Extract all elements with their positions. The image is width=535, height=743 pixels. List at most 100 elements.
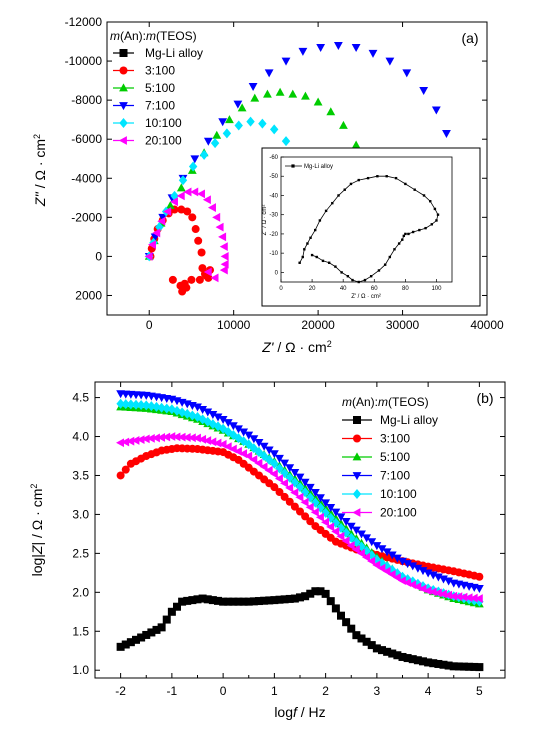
data-point xyxy=(469,593,478,603)
data-point xyxy=(424,658,433,667)
data-point xyxy=(378,646,386,655)
data-point xyxy=(223,419,233,428)
data-point xyxy=(383,647,392,656)
data-point xyxy=(351,545,360,554)
data-point xyxy=(296,507,304,516)
legend-entry: 20:100 xyxy=(145,134,182,148)
data-point xyxy=(306,589,315,598)
data-point xyxy=(192,433,201,443)
legend-entry: 3:100 xyxy=(145,64,175,78)
data-point xyxy=(222,128,232,139)
y-tick-label: -6000 xyxy=(71,132,102,146)
data-point xyxy=(250,93,260,102)
series-line xyxy=(120,590,480,668)
legend-marker xyxy=(352,452,362,461)
y-axis-label: log|Z| / Ω · cm2 xyxy=(29,484,45,577)
inset-data-point xyxy=(377,269,381,272)
data-point xyxy=(121,465,130,474)
data-point xyxy=(339,120,348,129)
data-point xyxy=(388,649,397,658)
inset-data-point xyxy=(346,275,350,278)
data-point xyxy=(288,89,298,98)
data-point xyxy=(177,407,187,418)
data-point xyxy=(362,534,372,543)
data-point xyxy=(438,589,447,599)
data-point xyxy=(275,488,284,497)
data-point xyxy=(300,497,309,507)
inset-data-point xyxy=(376,175,379,178)
x-axis-label: logf / Hz xyxy=(274,704,325,720)
data-point xyxy=(392,573,401,582)
data-point xyxy=(155,222,164,233)
x-tick-label: 0 xyxy=(220,684,227,698)
data-point xyxy=(474,594,483,603)
inset-data-point xyxy=(324,209,328,213)
x-tick-label: 20000 xyxy=(301,318,335,332)
inset-data-point xyxy=(402,234,406,238)
data-point xyxy=(218,423,228,434)
data-point xyxy=(316,587,325,596)
inset-data-point xyxy=(366,176,370,180)
data-point xyxy=(176,191,185,201)
data-point xyxy=(459,592,468,602)
y-tick-label: 2000 xyxy=(75,288,102,302)
inset-data-point xyxy=(369,275,373,278)
legend-a: m(An):m(TEOS) Mg-Li alloy 3:100 5:100 7:100 1… xyxy=(110,29,203,148)
data-point xyxy=(321,589,330,598)
legend-marker xyxy=(353,434,361,443)
data-point xyxy=(196,189,205,199)
x-tick-label: 4 xyxy=(425,684,432,698)
data-point xyxy=(341,536,350,546)
data-point xyxy=(218,232,227,242)
data-point xyxy=(172,432,181,442)
data-point xyxy=(387,551,397,560)
data-point xyxy=(449,591,458,601)
legend-marker xyxy=(352,489,362,499)
data-point xyxy=(346,541,355,550)
data-point xyxy=(331,527,340,536)
data-point xyxy=(356,548,365,558)
data-point xyxy=(219,265,228,275)
data-point xyxy=(295,473,305,482)
legend-entry: Mg-Li alloy xyxy=(380,413,438,427)
legend-b: m(An):m(TEOS) Mg-Li alloy 3:100 5:100 7:100 1… xyxy=(342,395,438,520)
data-point xyxy=(439,660,448,669)
data-point xyxy=(147,628,156,637)
series-3 xyxy=(116,390,484,594)
inset-data-point xyxy=(404,232,407,236)
data-point xyxy=(203,436,212,445)
data-point xyxy=(346,522,356,531)
y-tick-label: 3.5 xyxy=(72,468,89,482)
data-point xyxy=(168,275,177,284)
data-point xyxy=(352,631,361,640)
series-1 xyxy=(146,205,215,296)
inset-data-point xyxy=(394,176,398,180)
data-point xyxy=(341,518,351,527)
data-point xyxy=(264,446,274,455)
data-point xyxy=(204,273,213,282)
data-point xyxy=(193,403,202,412)
data-point xyxy=(285,483,294,493)
data-point xyxy=(144,252,153,261)
data-point xyxy=(331,604,340,613)
inset-data-point xyxy=(321,259,325,263)
data-point xyxy=(408,655,417,664)
y-tick-label: -2000 xyxy=(71,210,102,224)
y-tick-label: -10000 xyxy=(65,54,103,68)
data-point xyxy=(157,402,166,413)
inset-data-point xyxy=(430,223,433,226)
data-point xyxy=(163,207,172,216)
data-point xyxy=(136,435,145,445)
data-point xyxy=(321,517,330,527)
data-point xyxy=(208,596,217,605)
data-point xyxy=(275,595,284,604)
inset-data-point xyxy=(357,280,360,284)
x-tick-label: 1 xyxy=(271,684,278,698)
data-point xyxy=(454,662,463,671)
inset-data-point xyxy=(397,242,401,245)
data-point xyxy=(295,492,304,502)
data-point xyxy=(372,644,381,653)
data-point xyxy=(198,406,208,415)
inset-data-point xyxy=(306,242,309,245)
inset-data-point xyxy=(310,253,314,257)
